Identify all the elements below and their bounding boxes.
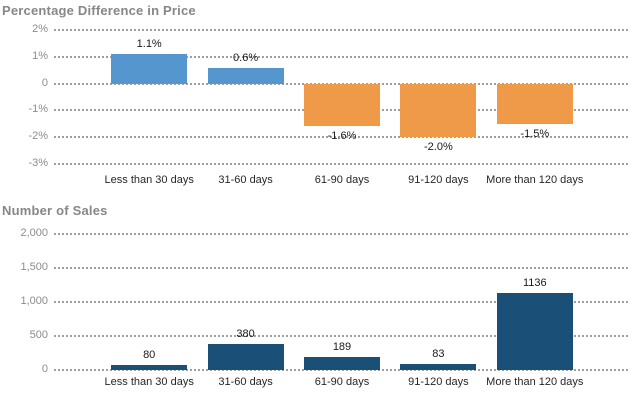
x-axis-category-label: 91-120 days [408, 174, 469, 186]
bar-value-label: 1136 [522, 276, 547, 289]
y-axis-tick-label: 2% [32, 23, 48, 35]
y-axis-tick-label: 2,000 [20, 227, 48, 239]
x-axis-category-label: 91-120 days [408, 376, 469, 388]
gridline [54, 136, 630, 139]
gridline [54, 335, 630, 337]
bar-value-label: 189 [332, 341, 352, 354]
y-axis-tick-label: -3% [28, 157, 48, 169]
x-axis-category-label: Less than 30 days [104, 174, 194, 186]
x-axis-category-label: 61-90 days [314, 376, 370, 388]
bar [400, 364, 477, 370]
y-axis-tick-label: 1,000 [20, 295, 48, 307]
bar [496, 83, 573, 124]
y-axis-tick-label: 0 [41, 76, 48, 89]
x-axis-category-label: More than 120 days [486, 174, 584, 186]
price-diff-plot-area: 2% 1% 0 -1% -2% -3% 1.1% Less than 30 days 0.6% 3… [28, 23, 630, 186]
gridline [54, 301, 630, 303]
bar-value-label: 1.1% [136, 38, 162, 51]
y-axis-tick-label: 0 [41, 363, 48, 375]
y-axis-tick-label: -2% [28, 130, 48, 143]
x-axis-category-label: Less than 30 days [104, 376, 194, 388]
y-axis-tick-label: 500 [29, 329, 48, 341]
bar [496, 292, 573, 370]
bar-value-label: 83 [432, 348, 445, 361]
bar-value-label: 380 [236, 328, 255, 341]
bar-value-label: 80 [143, 348, 156, 361]
bar-value-label: -1.6% [327, 130, 357, 143]
price-diff-chart-title: Percentage Difference in Price [2, 3, 196, 18]
sales-count-chart-title: Number of Sales [2, 203, 108, 218]
bar [111, 54, 188, 84]
y-axis-tick-label: -1% [28, 103, 48, 116]
gridline [54, 369, 630, 371]
x-axis-category-label: 31-60 days [218, 174, 273, 186]
y-axis-tick-label: 1,500 [20, 261, 48, 273]
sales-count-plot-area: 2,000 1,500 1,000 500 0 80 Less than 30 days 38… [20, 227, 630, 388]
bar [304, 357, 380, 370]
y-axis-tick-label: 1% [32, 49, 48, 62]
x-axis-category-label: 61-90 days [314, 174, 370, 186]
gridline [54, 267, 630, 269]
gridline [54, 55, 630, 58]
bar [207, 67, 284, 84]
bar [207, 344, 284, 370]
gridline [54, 233, 630, 235]
bar [400, 83, 477, 138]
bar [304, 83, 380, 127]
bar-value-label: -1.5% [520, 127, 550, 140]
gridline [54, 29, 630, 31]
x-axis-category-label: More than 120 days [486, 376, 584, 388]
x-axis-category-label: 31-60 days [218, 376, 273, 388]
bar-value-label: -2.0% [424, 141, 453, 154]
gridline [54, 163, 630, 165]
bar [111, 364, 188, 370]
bar-value-label: 0.6% [233, 51, 259, 64]
